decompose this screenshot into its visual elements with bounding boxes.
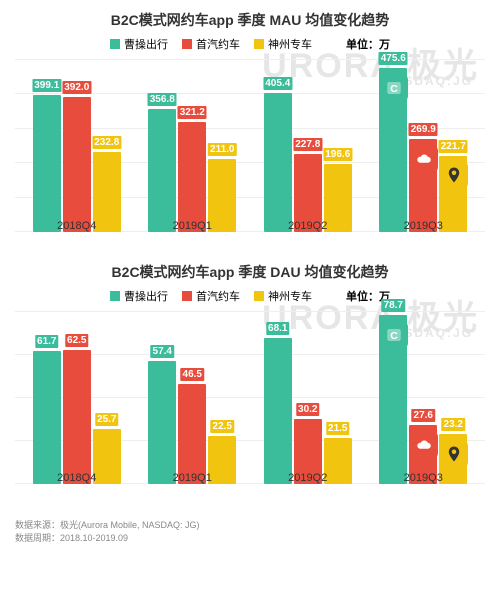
bar-value-label: 221.7 [439,140,468,153]
bar-value-label: 22.5 [211,420,234,433]
bar-value-label: 196.6 [323,148,352,161]
bar-value-label: 78.7 [382,299,405,312]
bar-value-label: 232.8 [92,136,121,149]
bar-group: 61.762.5 25.7 2018Q4 [19,350,135,484]
bar-value-label: 25.7 [95,413,118,426]
x-axis-label: 2019Q2 [250,472,366,484]
bar-group: 356.8321.2211.02019Q1 [135,109,251,232]
bar-value-label: 392.0 [62,81,91,94]
bar-value-label: 211.0 [208,143,236,156]
bar: 321.2 [178,122,206,232]
bar-value-label: 23.2 [442,418,465,431]
chart-title: B2C模式网约车app 季度 DAU 均值变化趋势 [15,262,485,282]
grid-line [15,59,485,60]
bar-group: 57.446.522.52019Q1 [135,361,251,484]
bar-value-label: 57.4 [151,345,174,358]
bar: 405.4 [264,93,292,232]
legend-label: 曹操出行 [124,288,168,304]
series-logo [410,431,438,459]
bar-value-label: 27.6 [412,409,435,422]
x-axis-label: 2018Q4 [19,472,135,484]
chart-title: B2C模式网约车app 季度 MAU 均值变化趋势 [15,10,485,30]
bar: 57.4 [148,361,176,484]
bar-value-label: 61.7 [35,335,58,348]
bar-value-label: 68.1 [266,322,289,335]
plot-area: 61.762.525.72018Q457.446.522.52019Q168.1… [15,312,485,502]
x-axis-label: 2019Q2 [250,220,366,232]
legend-swatch [182,291,192,301]
series-logo: C [380,74,408,102]
bar-value-label: 356.8 [148,93,177,106]
bar: 68.1 [264,338,292,484]
mau-chart: URORA 极光 NASDAQ:JG B2C模式网约车app 季度 MAU 均值… [15,10,485,250]
bar-value-label: 269.9 [409,123,438,136]
x-axis-label: 2019Q1 [135,472,251,484]
svg-text:C: C [390,83,398,95]
legend-label: 曹操出行 [124,36,168,52]
bar: 61.7 [33,351,61,484]
x-axis-label: 2018Q4 [19,220,135,232]
bar-value-label: 30.2 [296,403,319,416]
data-source: 数据来源：极光(Aurora Mobile, NASDAQ: JG) [15,518,485,531]
legend-label: 首汽约车 [196,288,240,304]
legend-item: 曹操出行 [110,36,168,52]
bar: 356.8 [148,109,176,232]
bar: 392.0 [63,97,91,232]
bar-value-label: 46.5 [181,368,204,381]
footer: 数据来源：极光(Aurora Mobile, NASDAQ: JG) 数据周期：… [15,514,485,544]
legend-swatch [182,39,192,49]
series-logo [410,145,438,173]
series-logo [440,161,468,189]
legend-item: 首汽约车 [182,36,240,52]
bar-group: 399.1392.0232.8 2018Q4 [19,95,135,232]
legend-item: 曹操出行 [110,288,168,304]
legend-swatch [110,39,120,49]
legend-item: 首汽约车 [182,288,240,304]
svg-text:C: C [390,330,398,342]
bar-value-label: 227.8 [293,138,322,151]
bar-value-label: 21.5 [326,422,349,435]
bar-group: 78.727.623.22019Q3C [366,315,482,484]
legend-label: 首汽约车 [196,36,240,52]
legend-swatch [110,291,120,301]
bar-value-label: 399.1 [32,79,61,92]
bar: 62.5 [63,350,91,484]
series-logo: C [380,321,408,349]
bar-value-label: 321.2 [178,106,207,119]
bar-value-label: 475.6 [379,52,408,65]
bar-value-label: 62.5 [65,334,88,347]
plot-area: 399.1392.0232.82018Q4356.8321.2211.02019… [15,60,485,250]
bar-group: 68.1 30.2 21.5 2019Q2 [250,338,366,484]
data-period: 数据周期：2018.10-2019.09 [15,531,485,544]
bar-value-label: 405.4 [263,77,292,90]
x-axis-label: 2019Q3 [366,220,482,232]
page: URORA 极光 NASDAQ:JG B2C模式网约车app 季度 MAU 均值… [0,0,500,598]
grid-line [15,311,485,312]
bar-group: 405.4227.8196.6 2019Q2 [250,93,366,232]
x-axis-label: 2019Q1 [135,220,251,232]
bar-group: 475.6269.9221.72019Q3C [366,68,482,232]
bar: 46.5 [178,384,206,484]
dau-chart: URORA 极光 NASDAQ:JG B2C模式网约车app 季度 DAU 均值… [15,262,485,502]
series-logo [440,440,468,468]
bar: 399.1 [33,95,61,232]
x-axis-label: 2019Q3 [366,472,482,484]
